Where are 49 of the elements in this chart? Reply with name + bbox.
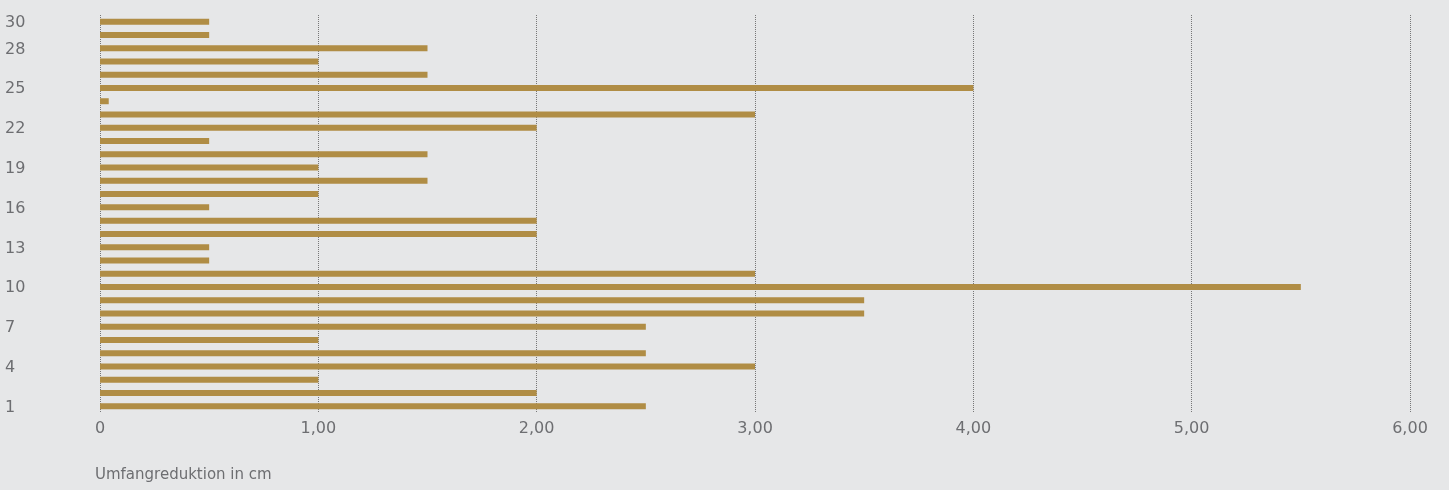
bar: [100, 84, 974, 91]
bar: [100, 403, 646, 410]
bar: [100, 98, 109, 105]
y-tick-label: 1: [5, 396, 16, 416]
bar: [100, 350, 646, 357]
bar: [100, 376, 319, 383]
bar: [100, 244, 210, 251]
bar: [100, 204, 210, 211]
x-tick-label: 2,00: [518, 417, 555, 437]
bar: [100, 310, 865, 317]
bar: [100, 283, 1301, 290]
x-tick-label: 4,00: [955, 417, 992, 437]
bar: [100, 191, 319, 198]
y-tick-label: 22: [5, 118, 26, 138]
bar: [100, 323, 646, 330]
y-tick-label: 30: [5, 12, 26, 32]
y-tick-label: 7: [5, 317, 16, 337]
bar: [100, 177, 428, 184]
bar: [100, 164, 319, 171]
bar: [100, 138, 210, 145]
y-tick-label: 10: [5, 277, 26, 297]
bar: [100, 58, 319, 65]
bar: [100, 230, 537, 237]
bar: [100, 111, 755, 118]
y-tick-label: 28: [5, 38, 26, 58]
bar: [100, 270, 755, 277]
y-tick-label: 16: [5, 197, 26, 217]
x-tick-label: 1,00: [300, 417, 337, 437]
y-tick-label: 25: [5, 78, 26, 98]
bar: [100, 45, 428, 52]
bar: [100, 297, 865, 304]
y-tick-label: 4: [5, 357, 16, 377]
bar: [100, 217, 537, 224]
bar: [100, 337, 319, 344]
bar: [100, 363, 755, 370]
x-tick-label: 5,00: [1173, 417, 1210, 437]
x-axis-title: Umfangreduktion in cm: [95, 464, 272, 483]
y-tick-label: 13: [5, 237, 26, 257]
y-tick-label: 19: [5, 158, 26, 178]
bar: [100, 124, 537, 131]
bar: [100, 18, 210, 25]
x-tick-label: 0: [94, 417, 106, 437]
bar: [100, 151, 428, 158]
bar: [100, 71, 428, 78]
x-tick-label: 6,00: [1392, 417, 1428, 437]
bar: [100, 257, 210, 264]
bar: [100, 390, 537, 397]
x-tick-label: 3,00: [737, 417, 773, 437]
bar: [100, 31, 210, 38]
